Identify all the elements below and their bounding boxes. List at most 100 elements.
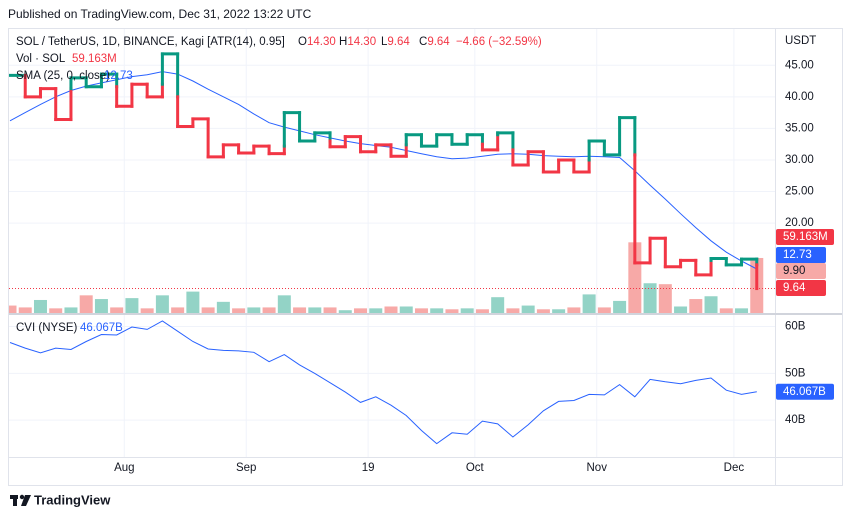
ohlc-value: 14.30 [307, 36, 336, 48]
logo-part [21, 495, 31, 506]
volume-bar [521, 305, 535, 313]
price-tag: 9.90 [783, 265, 805, 277]
volume-bar [201, 307, 215, 313]
volume-bar [110, 307, 124, 313]
price-tag: 59.163M [783, 231, 828, 243]
volume-bar [64, 307, 78, 313]
volume-bar [704, 296, 718, 313]
y-axis-unit: USDT [785, 35, 816, 47]
price-tag-bg [776, 247, 826, 263]
volume-bar [658, 284, 672, 313]
price-tag-bg [776, 263, 826, 279]
volume-bar [369, 308, 383, 313]
y-tick-label: 60B [785, 321, 806, 333]
volume-bar [597, 307, 611, 313]
brand-logo [10, 494, 31, 506]
volume-bar [491, 297, 505, 313]
y-tick-label: 20.00 [785, 217, 814, 229]
price-tag: 46.067B [783, 386, 826, 398]
brand: TradingView [34, 492, 111, 507]
volume-bar [323, 307, 337, 313]
x-tick-label: Oct [466, 462, 485, 474]
volume-bar [33, 299, 47, 313]
volume-bar [49, 308, 63, 313]
cvi-pane [9, 320, 757, 445]
ohlc-value: 14.30 [347, 36, 376, 48]
y-tick-label: 35.00 [785, 122, 814, 134]
ohlc-value: 9.64 [387, 36, 410, 48]
ohlc-name: L [381, 36, 388, 48]
legend-cvi-value: 46.067B [80, 322, 123, 334]
ohlc-item: O14.30 [298, 36, 336, 48]
volume-bar [506, 308, 520, 313]
volume-bar [155, 295, 169, 313]
y-tick-label: 45.00 [785, 59, 814, 71]
volume-bar [384, 306, 398, 313]
legend-change: −4.66 (−32.59%) [456, 36, 542, 48]
x-tick-label: Sep [236, 462, 256, 474]
volume-bar [643, 283, 657, 313]
price-tag-bg [776, 229, 834, 245]
legend-title: SOL / TetherUS, 1D, BINANCE, Kagi [ATR(1… [16, 36, 285, 48]
volume-bar [171, 307, 185, 313]
volume-bar [277, 295, 291, 313]
price-tag: 9.64 [783, 282, 806, 294]
volume-bar [140, 308, 154, 313]
volume-bar [354, 308, 368, 313]
volume-bar [79, 295, 93, 313]
y-tick-label: 40B [785, 414, 806, 426]
volume-bar [216, 301, 230, 313]
ohlc-name: C [419, 36, 427, 48]
volume-bar [430, 308, 444, 313]
volume-bar [414, 308, 428, 313]
volume-bar [247, 307, 261, 313]
logo-part [19, 494, 25, 500]
legend-sma-value: 12.73 [104, 70, 133, 82]
volume-bar [613, 300, 627, 313]
volume-bar [567, 307, 581, 313]
volume-bar [399, 306, 413, 313]
x-tick-label: Dec [724, 462, 745, 474]
ohlc-item: C9.64 [419, 36, 450, 48]
volume-bar [186, 291, 200, 313]
volume-bar [262, 307, 276, 313]
x-tick-label: Nov [587, 462, 608, 474]
legend-volume-name: Vol · SOL [16, 53, 66, 65]
volume-bar [552, 309, 566, 313]
y-tick-label: 30.00 [785, 154, 814, 166]
cvi-line [9, 320, 757, 445]
volume-bar [18, 307, 32, 313]
x-tick-label: 19 [362, 462, 375, 474]
volume-bar [536, 309, 550, 313]
volume-bar [94, 299, 108, 313]
volume-bar [445, 309, 459, 313]
labels: 20.00 25.00 30.00 35.00 40.00 45.00 USDT 40B 50B… [16, 35, 834, 474]
volume-bar [674, 306, 688, 313]
ohlc-value: 9.64 [427, 36, 450, 48]
legend-sma-name: SMA (25, 0, close) [16, 70, 110, 82]
main-pane [9, 52, 775, 313]
y-tick-label: 40.00 [785, 91, 814, 103]
price-tag-bg [776, 280, 826, 296]
volume-bar [475, 309, 489, 313]
volume-bar [125, 298, 139, 313]
volume-bar [308, 307, 322, 313]
volume-bar [628, 242, 642, 313]
published-note: Published on TradingView.com, Dec 31, 20… [8, 7, 312, 21]
x-tick-label: Aug [114, 462, 134, 474]
volume-bar [735, 308, 749, 313]
price-tag-bg [776, 383, 834, 400]
legend-volume-value: 59.163M [72, 53, 117, 65]
volume-bar [719, 308, 733, 313]
volume-bar [9, 305, 17, 313]
logo-part [13, 495, 17, 506]
y-tick-label: 50B [785, 367, 806, 379]
legend-cvi-name: CVI (NYSE) [16, 322, 78, 334]
volume-bar [232, 308, 246, 313]
ohlc-name: O [298, 36, 307, 48]
volume-bar [460, 308, 474, 313]
sma-line [9, 71, 758, 270]
y-tick-label: 25.00 [785, 186, 814, 198]
